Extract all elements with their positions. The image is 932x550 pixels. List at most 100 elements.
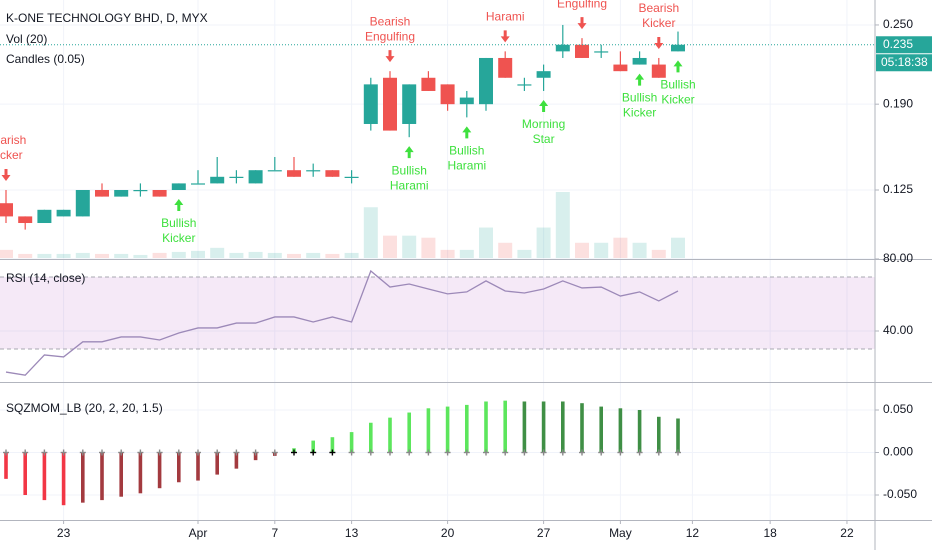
squeeze-dot <box>118 449 125 456</box>
y-tick-label: 80.00 <box>883 251 913 265</box>
x-tick-label: 23 <box>57 526 71 540</box>
momentum-bar <box>138 452 143 494</box>
squeeze-dot <box>79 449 86 456</box>
pattern-label: Bearish <box>638 1 679 15</box>
volume-bar <box>152 252 167 258</box>
volume-bar <box>344 252 359 258</box>
volume-bar <box>248 251 263 258</box>
momentum-bar <box>349 432 354 453</box>
squeeze-dot <box>156 449 163 456</box>
squeeze-dot <box>367 449 374 456</box>
squeeze-dot <box>99 449 105 456</box>
pattern-label: Harami <box>447 159 486 173</box>
momentum-bar <box>119 452 123 497</box>
candle-body <box>402 84 417 124</box>
volume-bar <box>671 237 685 258</box>
candle-body <box>344 176 359 178</box>
volume-bar <box>287 253 301 258</box>
squeeze-dot <box>579 449 585 456</box>
squeeze-dot <box>463 449 470 456</box>
momentum-bar <box>541 401 546 453</box>
rsi-band <box>0 276 875 350</box>
candle-body <box>421 77 436 91</box>
squeeze-dot <box>483 449 489 456</box>
squeeze-dot <box>559 449 566 456</box>
momentum-bar <box>23 452 27 496</box>
momentum-bar <box>445 406 450 453</box>
candle-body <box>517 84 532 86</box>
y-tick-label: 0.250 <box>883 17 913 31</box>
momentum-bar <box>503 400 507 453</box>
squeeze-dot <box>502 449 509 456</box>
pattern-arrow <box>500 30 510 43</box>
candle-body <box>75 190 90 217</box>
volume-bar <box>383 235 397 258</box>
momentum-bar <box>4 452 8 479</box>
pattern-label: Kicker <box>0 148 23 162</box>
volume-bar <box>75 252 90 258</box>
x-tick-label: May <box>609 526 632 540</box>
momentum-bar <box>61 452 66 506</box>
volume-bar <box>325 253 340 258</box>
momentum-bar <box>561 401 565 453</box>
squeeze-dot <box>252 449 259 456</box>
squeeze-dot <box>675 449 681 456</box>
candle-body <box>555 44 570 52</box>
x-tick-label: 27 <box>537 526 551 540</box>
candle-body <box>363 84 378 124</box>
volume-bar <box>421 237 436 258</box>
candle-body <box>248 170 263 184</box>
momentum-bar <box>618 408 623 453</box>
squeeze-dot <box>291 449 297 456</box>
candle-body <box>536 71 551 78</box>
volume-bar <box>517 249 532 258</box>
volume-bar <box>402 235 417 258</box>
candle-body <box>171 183 186 191</box>
squeeze-dot <box>521 449 528 456</box>
y-tick-label: 0.190 <box>883 96 913 110</box>
countdown-box <box>876 54 932 72</box>
pattern-label: Harami <box>390 178 429 192</box>
pattern-label: Bearish <box>0 133 26 147</box>
volume-bar <box>133 254 148 258</box>
sqzmom-title: SQZMOM_LB (20, 2, 20, 1.5) <box>6 401 163 415</box>
candle-body <box>575 44 589 58</box>
volume-bar <box>651 249 666 258</box>
rsi-title: RSI (14, close) <box>6 271 85 285</box>
x-tick-label: 20 <box>441 526 455 540</box>
momentum-bar <box>100 452 104 501</box>
pattern-arrow <box>462 126 472 139</box>
pattern-arrow <box>635 73 645 86</box>
candle-body <box>632 57 647 65</box>
squeeze-dot <box>60 449 67 456</box>
momentum-bar <box>157 452 162 489</box>
pattern-label: Morning <box>522 117 565 131</box>
y-tick-label: 0.125 <box>883 182 913 196</box>
candle-body <box>440 84 455 105</box>
momentum-bar <box>637 409 642 453</box>
squeeze-dot <box>406 449 413 456</box>
volume-bar <box>306 252 321 258</box>
y-tick-label: 40.00 <box>883 323 913 337</box>
volume-bar <box>632 242 647 258</box>
volume-bar <box>363 207 378 258</box>
momentum-bar <box>407 412 411 453</box>
legend-item: Candles (0.05) <box>6 52 85 66</box>
volume-bar <box>440 249 455 258</box>
squeeze-dot <box>175 449 182 456</box>
candle-body <box>56 209 71 217</box>
candle-body <box>0 203 13 217</box>
x-tick-label: 18 <box>763 526 777 540</box>
pattern-label: Bearish <box>370 14 411 28</box>
x-tick-label: Apr <box>189 526 208 540</box>
volume-bar <box>229 252 244 258</box>
x-tick-label: 7 <box>271 526 278 540</box>
candle-body <box>325 170 340 177</box>
squeeze-dot <box>540 449 547 456</box>
squeeze-dot <box>22 449 29 456</box>
pattern-label: Bullish <box>161 216 196 230</box>
candle-body <box>383 77 397 131</box>
pattern-label: Bullish <box>449 144 484 158</box>
squeeze-dot <box>655 449 662 456</box>
